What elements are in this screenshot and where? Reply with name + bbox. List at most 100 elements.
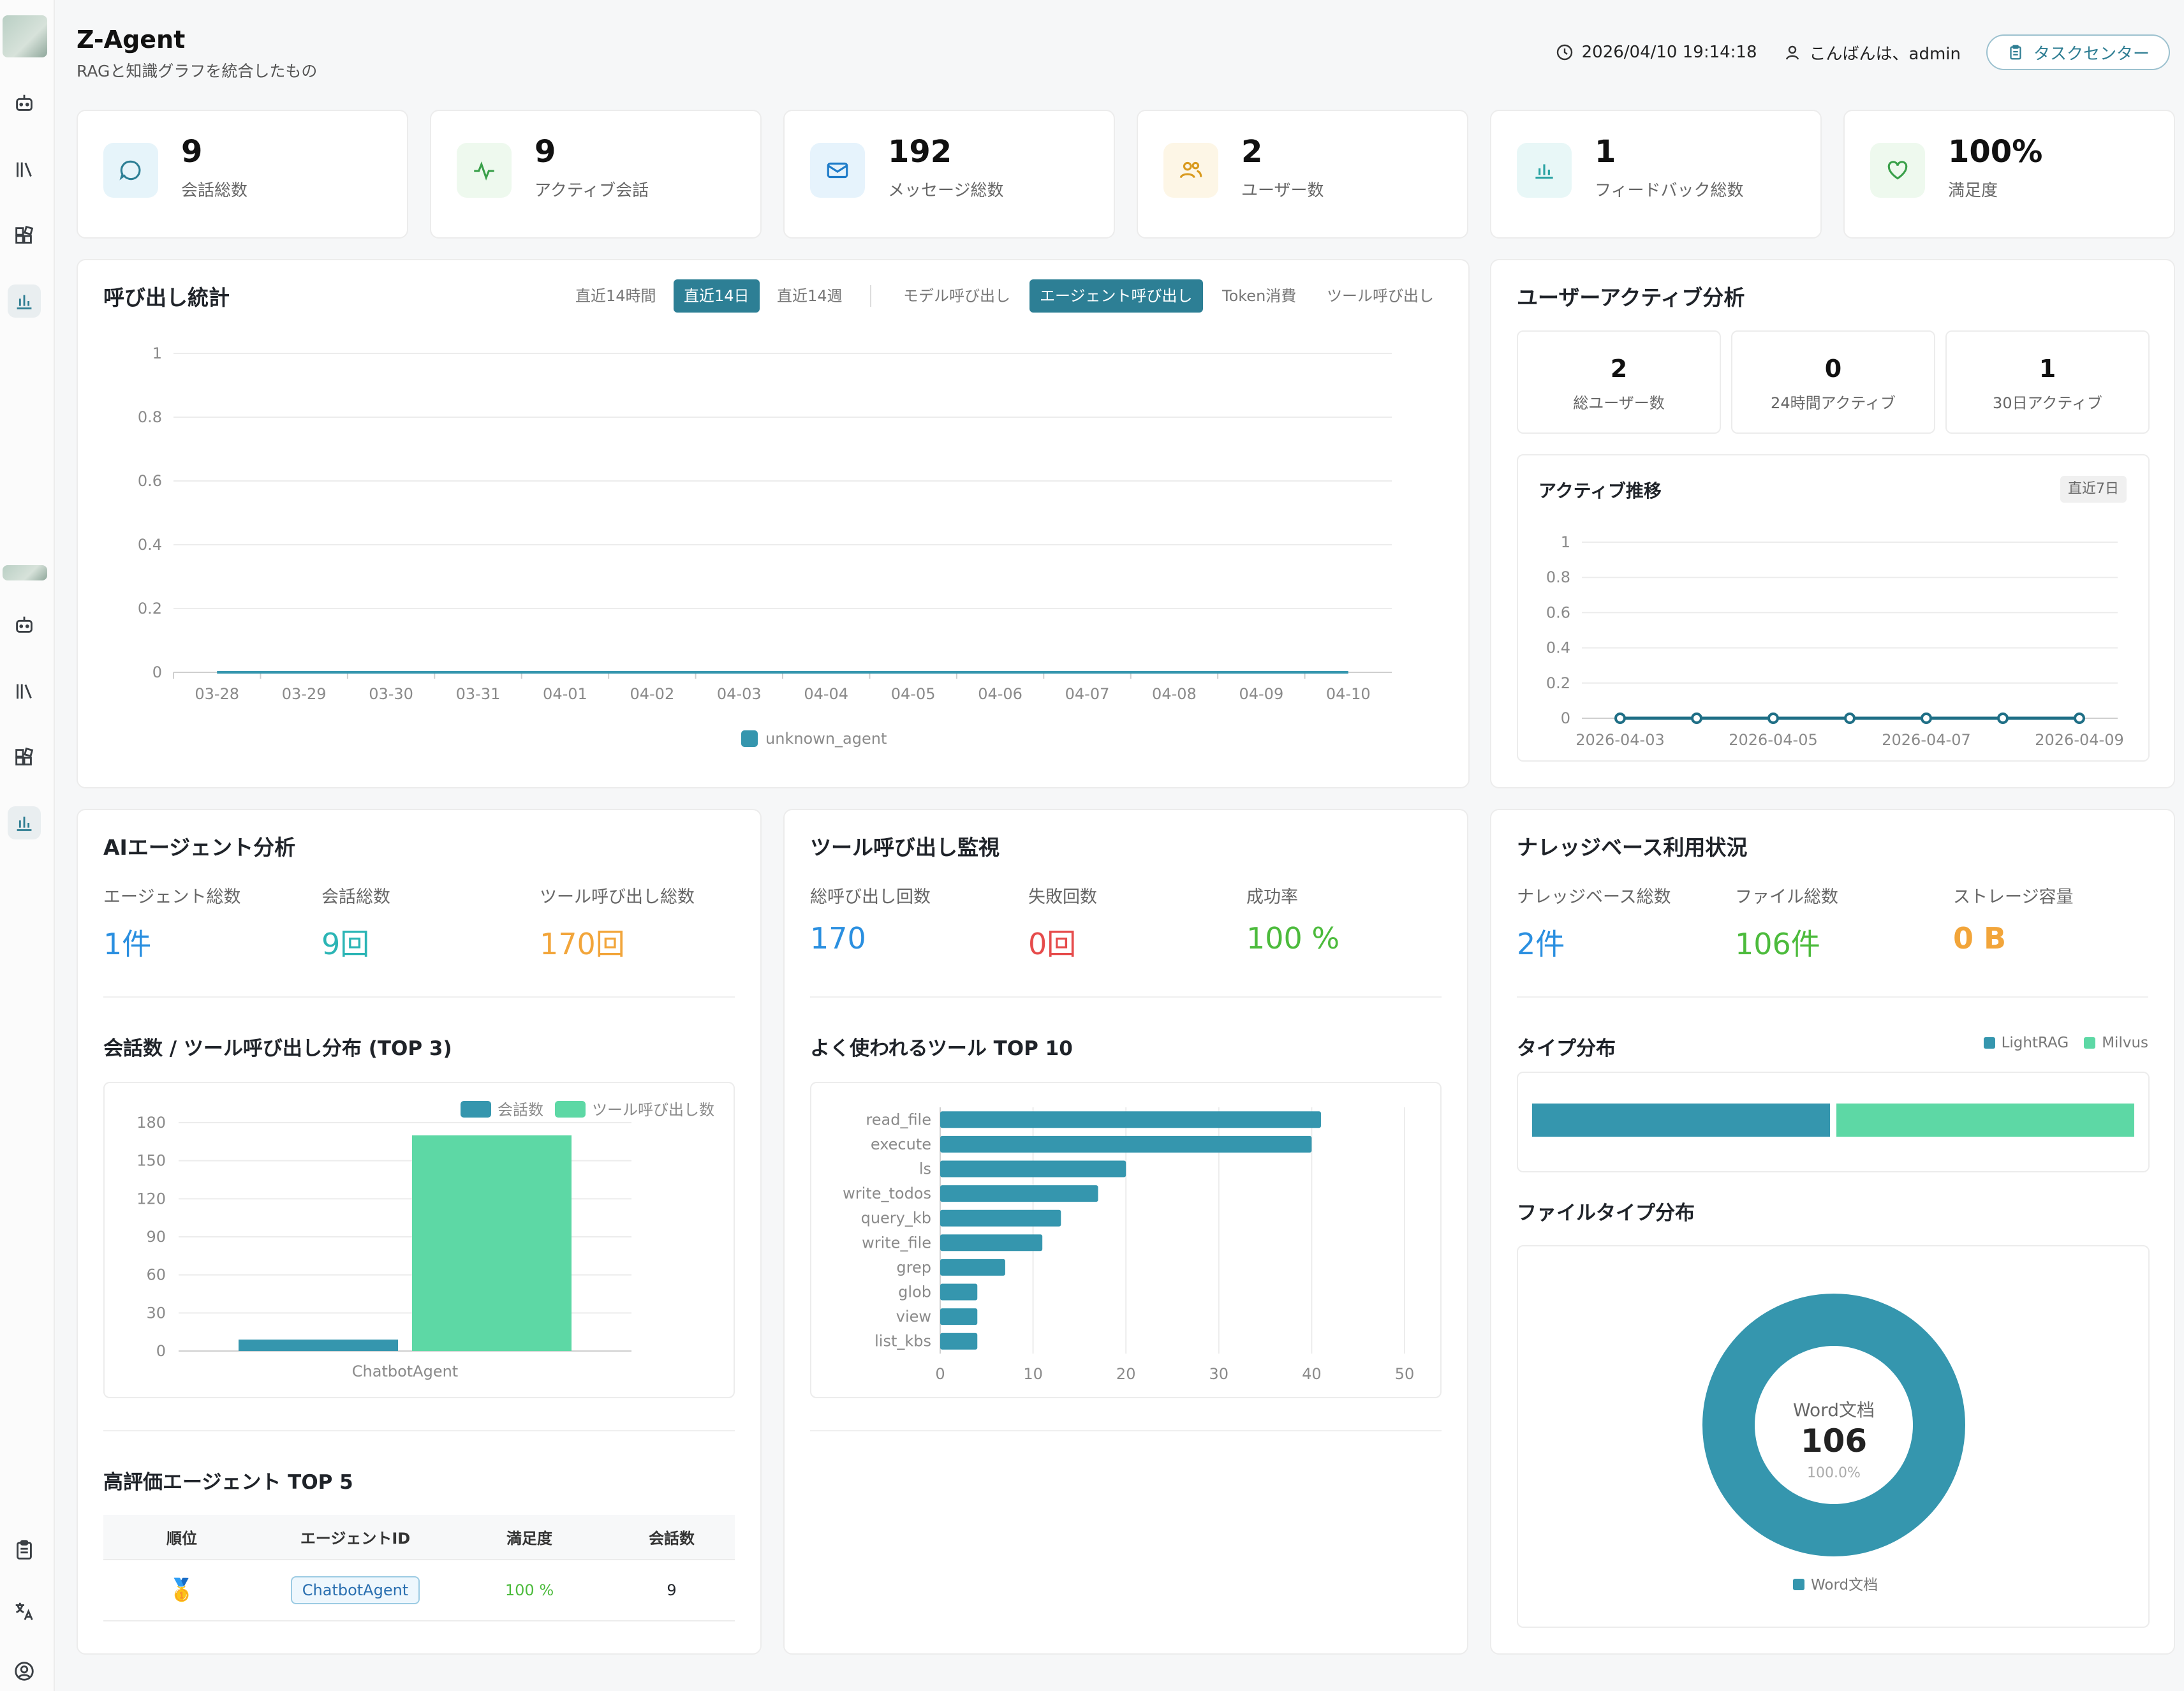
col-header-agent-id[interactable]: エージェントID <box>260 1515 450 1560</box>
mini-label: 24時間アクティブ <box>1771 394 1896 412</box>
task-center-button[interactable]: タスクセンター <box>1986 34 2170 70</box>
sidebar <box>0 0 55 1691</box>
y-tick-label: 90 <box>146 1228 166 1246</box>
col-header-satisfaction[interactable]: 満足度 <box>450 1515 609 1560</box>
x-tick-label: 0 <box>935 1365 945 1383</box>
legend-swatch <box>1793 1579 1804 1590</box>
x-tick-label: 20 <box>1116 1365 1136 1383</box>
stat-label: ユーザー数 <box>1241 181 1324 200</box>
tool-bar <box>940 1111 1321 1128</box>
app-logo[interactable] <box>3 565 47 580</box>
metric-value: 170 <box>810 921 866 956</box>
tool-bar <box>940 1160 1126 1178</box>
x-tick-label: 04-02 <box>630 685 674 703</box>
user-icon[interactable] <box>8 1655 41 1688</box>
y-tick-label: 0.8 <box>138 408 162 426</box>
table-row[interactable]: 🥇 ChatbotAgent 100 % 9 <box>103 1560 735 1621</box>
legend-label: LightRAG <box>2001 1035 2069 1051</box>
legend-item-milvus[interactable]: Milvus <box>2084 1035 2148 1051</box>
tool-bar <box>940 1234 1043 1252</box>
active-trend-chart: 0 0.2 0.4 0.6 0.8 1 2026-04-03 2026-04-05 2026-0… <box>1546 533 2124 749</box>
metric-label: ストレージ容量 <box>1953 887 2074 907</box>
kb-type-title: タイプ分布 <box>1517 1037 1616 1060</box>
legend-item-lightrag[interactable]: LightRAG <box>1983 1035 2069 1051</box>
bar-conversations <box>239 1340 398 1351</box>
metric-value: 0回 <box>1028 927 1077 961</box>
call-stats-title: 呼び出し統計 <box>103 285 230 310</box>
x-tick-label: 2026-04-09 <box>2035 731 2123 749</box>
divider <box>103 1430 735 1431</box>
tool-bar <box>940 1135 1312 1153</box>
rank-medal-icon: 🥇 <box>103 1560 260 1621</box>
type-tab-agent[interactable]: エージェント呼び出し <box>1029 279 1203 313</box>
robot-icon[interactable] <box>8 609 41 642</box>
chart-icon[interactable] <box>8 806 41 839</box>
range-tab-14w[interactable]: 直近14週 <box>777 287 843 305</box>
mail-icon <box>810 143 865 198</box>
trend-point <box>1844 713 1856 724</box>
trend-range-tag: 直近7日 <box>2060 476 2127 503</box>
y-tick-label: ls <box>919 1160 931 1178</box>
metric-label: 総呼び出し回数 <box>810 887 931 907</box>
y-tick-label: 0 <box>156 1342 166 1360</box>
metric-label: 失敗回数 <box>1028 887 1097 907</box>
donut-slice <box>1702 1294 1965 1556</box>
stat-value: 100% <box>1948 134 2043 170</box>
divider <box>810 1430 1442 1431</box>
mini-label: 30日アクティブ <box>1993 394 2102 412</box>
col-header-conversations[interactable]: 会話数 <box>609 1515 735 1560</box>
type-tab-model[interactable]: モデル呼び出し <box>903 287 1010 305</box>
metric-value: 100 % <box>1246 921 1340 956</box>
mini-value: 1 <box>2039 355 2056 383</box>
col-header-rank[interactable]: 順位 <box>103 1515 260 1560</box>
stat-card-active-conversations: 9 アクティブ会話 <box>430 110 762 239</box>
range-tab-14d[interactable]: 直近14日 <box>674 279 760 313</box>
blocks-icon[interactable] <box>8 741 41 774</box>
clipboard-icon[interactable] <box>8 1533 41 1567</box>
blocks-icon[interactable] <box>8 219 41 253</box>
range-tab-14h[interactable]: 直近14時間 <box>575 287 656 305</box>
y-tick-label: 60 <box>146 1266 166 1284</box>
mini-value: 0 <box>1824 355 1842 383</box>
tool-bar <box>940 1259 1005 1276</box>
translate-icon[interactable] <box>8 1595 41 1628</box>
trend-point <box>2074 713 2085 724</box>
agent-tag[interactable]: ChatbotAgent <box>290 1576 420 1604</box>
type-tab-tool[interactable]: ツール呼び出し <box>1327 287 1434 305</box>
calls-line-chart: 0 0.2 0.4 0.6 0.8 1 03-28 03-29 03-30 03-31 04-01 0… <box>138 344 1392 748</box>
app-logo[interactable] <box>3 15 47 57</box>
datetime-text: 2026/04/10 19:14:18 <box>1581 43 1757 62</box>
x-tick-label: 2026-04-03 <box>1575 731 1664 749</box>
legend-label: unknown_agent <box>765 730 887 748</box>
active-trend-card <box>1517 454 2150 762</box>
chart-icon[interactable] <box>8 284 41 318</box>
stat-value: 192 <box>888 134 952 170</box>
library-icon[interactable] <box>8 153 41 186</box>
heart-icon <box>1870 143 1925 198</box>
agent-dist-chart: 0 30 60 90 120 150 180 ChatbotAgent 会話数 ツール呼び出し数 <box>136 1101 714 1380</box>
y-tick-label: view <box>896 1308 931 1325</box>
type-tab-token[interactable]: Token消費 <box>1222 287 1297 305</box>
x-tick-label: 04-03 <box>717 685 762 703</box>
divider <box>103 996 735 998</box>
metric-value: 106件 <box>1735 927 1820 961</box>
metric-label: エージェント総数 <box>103 887 241 907</box>
robot-icon[interactable] <box>8 87 41 120</box>
legend-label: ツール呼び出し数 <box>592 1101 714 1119</box>
metric-value: 2件 <box>1517 927 1565 961</box>
user-greeting[interactable]: こんばんは、admin <box>1783 41 1961 64</box>
library-icon[interactable] <box>8 675 41 708</box>
divider <box>810 996 1442 998</box>
legend-label: 会話数 <box>498 1101 543 1119</box>
call-stats-panel <box>77 259 1470 788</box>
type-segment-milvus <box>1836 1104 2134 1137</box>
app-title: Z-Agent <box>77 26 186 54</box>
tool-monitor-title: ツール呼び出し監視 <box>810 835 1000 860</box>
y-tick-label: 180 <box>136 1114 166 1132</box>
x-tick-label: 03-28 <box>195 685 239 703</box>
x-tick-label: 04-04 <box>804 685 848 703</box>
stat-card-users: 2 ユーザー数 <box>1137 110 1468 239</box>
y-tick-label: glob <box>898 1283 931 1301</box>
clipboard-icon <box>2010 45 2021 60</box>
metric-value: 170回 <box>540 927 625 961</box>
